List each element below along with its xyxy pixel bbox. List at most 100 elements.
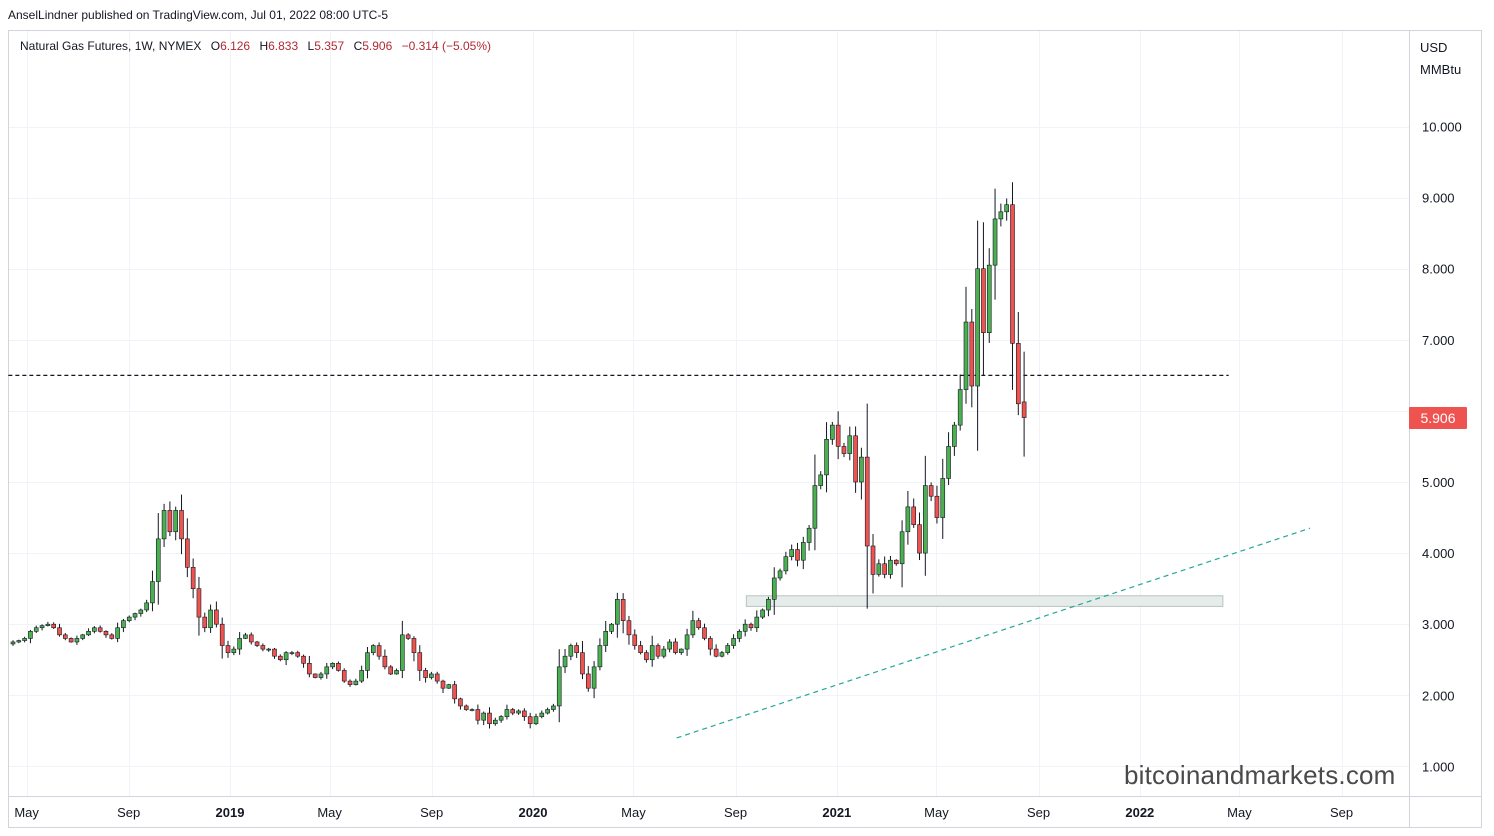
candle-body-down xyxy=(911,506,916,525)
candle xyxy=(713,644,719,658)
candle xyxy=(905,490,911,545)
candle xyxy=(580,641,585,680)
price-axis[interactable]: 1.0002.0003.0004.0005.0006.0007.0008.000… xyxy=(1422,120,1462,775)
candle-body-down xyxy=(405,634,411,639)
candle xyxy=(237,632,242,655)
legend-high-value: 6.833 xyxy=(268,39,299,53)
candle xyxy=(771,567,777,615)
candle xyxy=(516,709,521,715)
support-zone-rect[interactable] xyxy=(745,595,1224,607)
candle-body-up xyxy=(812,485,818,529)
candle xyxy=(725,642,731,655)
candle xyxy=(179,494,184,555)
candle-body-up xyxy=(806,527,812,543)
candle-body-down xyxy=(423,670,428,678)
candle xyxy=(864,403,870,609)
candles xyxy=(10,182,1027,729)
candle xyxy=(92,626,97,634)
price-unit-measure: MMBtu xyxy=(1420,62,1462,77)
candle xyxy=(539,710,545,719)
candle-body-up xyxy=(86,631,91,636)
candle xyxy=(498,715,504,723)
candle-body-down xyxy=(434,673,440,682)
candle xyxy=(527,712,533,729)
candle-body-up xyxy=(899,531,905,565)
candle-body-up xyxy=(266,648,271,651)
candle xyxy=(522,708,527,721)
candle-body-down xyxy=(487,712,492,725)
candle xyxy=(1010,182,1015,390)
candle xyxy=(452,680,457,704)
candle-body-up xyxy=(719,652,725,657)
candle-body-down xyxy=(510,709,516,714)
candle xyxy=(841,442,847,458)
candle-body-down xyxy=(376,645,382,657)
candle-body-down xyxy=(190,567,196,589)
candle xyxy=(702,623,707,641)
candle xyxy=(545,707,550,715)
candle xyxy=(748,622,754,631)
candle-body-up xyxy=(609,623,614,632)
candle-body-down xyxy=(295,652,301,657)
candle xyxy=(981,222,986,376)
candle-body-up xyxy=(800,542,806,561)
price-tick-label: 4.000 xyxy=(1422,546,1455,561)
candle-body-down xyxy=(475,709,481,721)
candle xyxy=(330,662,335,670)
candle-body-down xyxy=(644,652,649,661)
candle-body-down xyxy=(638,645,643,653)
time-axis[interactable]: May Sep 2019 May Sep 2020 May Sep 2021 May Sep 2022… xyxy=(14,805,1353,820)
chart-legend[interactable]: Natural Gas Futures, 1W, NYMEX O6.126 H6… xyxy=(20,39,491,53)
candle-body-down xyxy=(272,648,277,657)
candle xyxy=(376,642,382,660)
candle-body-up xyxy=(545,709,550,714)
candle xyxy=(678,648,684,655)
candle-body-up xyxy=(731,638,736,646)
candle-body-up xyxy=(498,716,504,721)
candle-body-up xyxy=(161,510,167,540)
candle-body-up xyxy=(231,648,237,653)
candle xyxy=(423,667,428,683)
candle-body-up xyxy=(533,716,539,725)
candle-body-down xyxy=(527,716,533,725)
candle-body-up xyxy=(138,609,144,614)
price-tick-label: 3.000 xyxy=(1422,617,1455,632)
candle-body-up xyxy=(789,549,794,557)
candle xyxy=(626,615,632,645)
candle-body-up xyxy=(940,478,946,518)
candle xyxy=(167,501,173,537)
candle-body-down xyxy=(68,638,74,643)
candle xyxy=(504,704,510,720)
support-trendline[interactable] xyxy=(676,527,1311,739)
candle-body-up xyxy=(678,648,684,653)
legend-open-value: 6.126 xyxy=(220,39,251,53)
candle-body-up xyxy=(952,424,957,447)
candle-body-down xyxy=(713,648,719,657)
time-tick-label: Sep xyxy=(420,805,443,820)
price-unit: USD MMBtu xyxy=(1420,37,1461,81)
candle xyxy=(609,622,614,635)
candle xyxy=(417,645,423,681)
price-unit-currency: USD xyxy=(1420,40,1448,55)
candle xyxy=(382,649,388,670)
candle-body-up xyxy=(992,218,998,266)
chart-frame xyxy=(8,30,1482,828)
candle-body-up xyxy=(562,655,568,668)
candle xyxy=(388,665,394,676)
candle xyxy=(661,645,667,659)
candle xyxy=(469,708,475,712)
candle xyxy=(789,544,794,561)
candle xyxy=(847,426,853,461)
candle xyxy=(946,432,951,486)
candle xyxy=(301,654,306,668)
candle xyxy=(405,633,411,641)
candle xyxy=(51,622,56,629)
candle xyxy=(463,704,469,711)
candle xyxy=(307,655,312,678)
candle-body-up xyxy=(615,599,620,625)
candle-body-up xyxy=(144,602,149,611)
candle-body-up xyxy=(394,670,399,675)
candle xyxy=(370,644,376,656)
candle xyxy=(1021,351,1027,457)
